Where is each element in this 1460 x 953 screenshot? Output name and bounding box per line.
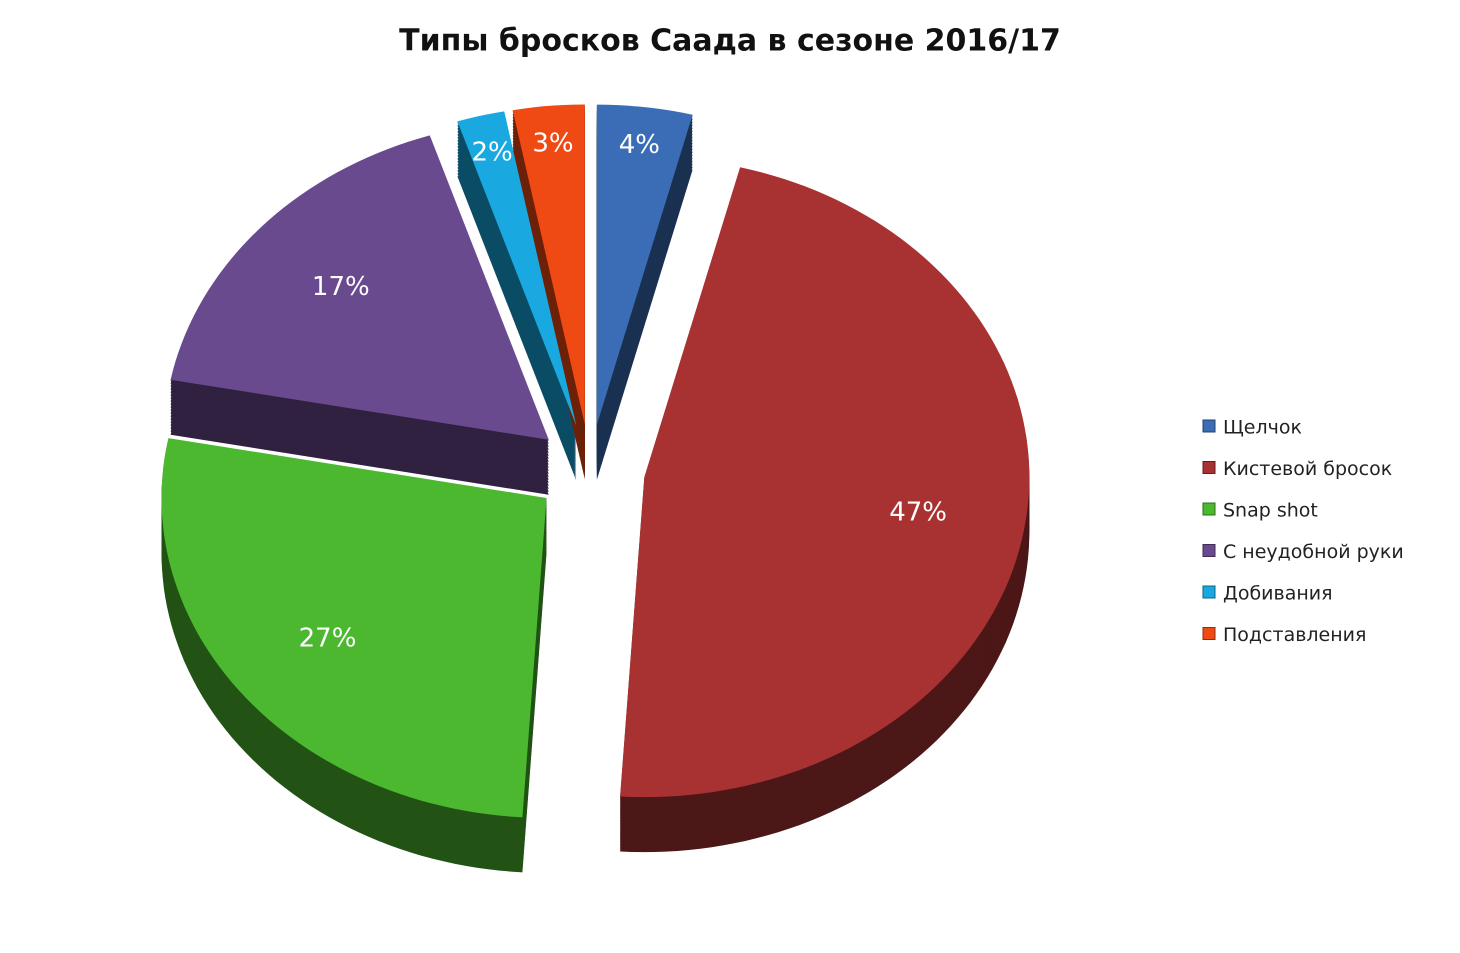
data-label: 4% xyxy=(619,130,660,160)
slice xyxy=(161,438,547,818)
slice xyxy=(596,104,693,425)
legend-label: Добивания xyxy=(1223,583,1333,605)
legend-swatch xyxy=(1202,502,1216,516)
legend-swatch xyxy=(1202,419,1216,433)
legend-label: Кистевой бросок xyxy=(1223,458,1392,480)
data-label: 17% xyxy=(312,272,370,302)
data-label: 47% xyxy=(889,498,947,528)
legend-label: Щелчок xyxy=(1223,417,1302,439)
legend-swatch xyxy=(1202,627,1216,640)
legend-swatch xyxy=(1202,544,1216,557)
legend-swatch xyxy=(1202,461,1216,474)
legend-label: Подставления xyxy=(1223,624,1366,646)
legend-label: С неудобной руки xyxy=(1223,541,1404,563)
slice xyxy=(620,167,1030,798)
slice xyxy=(457,111,577,426)
legend-swatch xyxy=(1202,585,1216,599)
slice xyxy=(170,135,549,440)
data-label: 3% xyxy=(532,129,573,159)
chart-title: Типы бросков Саада в сезоне 2016/17 xyxy=(399,24,1061,59)
legend-label: Snap shot xyxy=(1223,500,1318,522)
slice xyxy=(512,104,585,425)
data-label: 27% xyxy=(299,624,357,654)
data-label: 2% xyxy=(471,137,512,167)
